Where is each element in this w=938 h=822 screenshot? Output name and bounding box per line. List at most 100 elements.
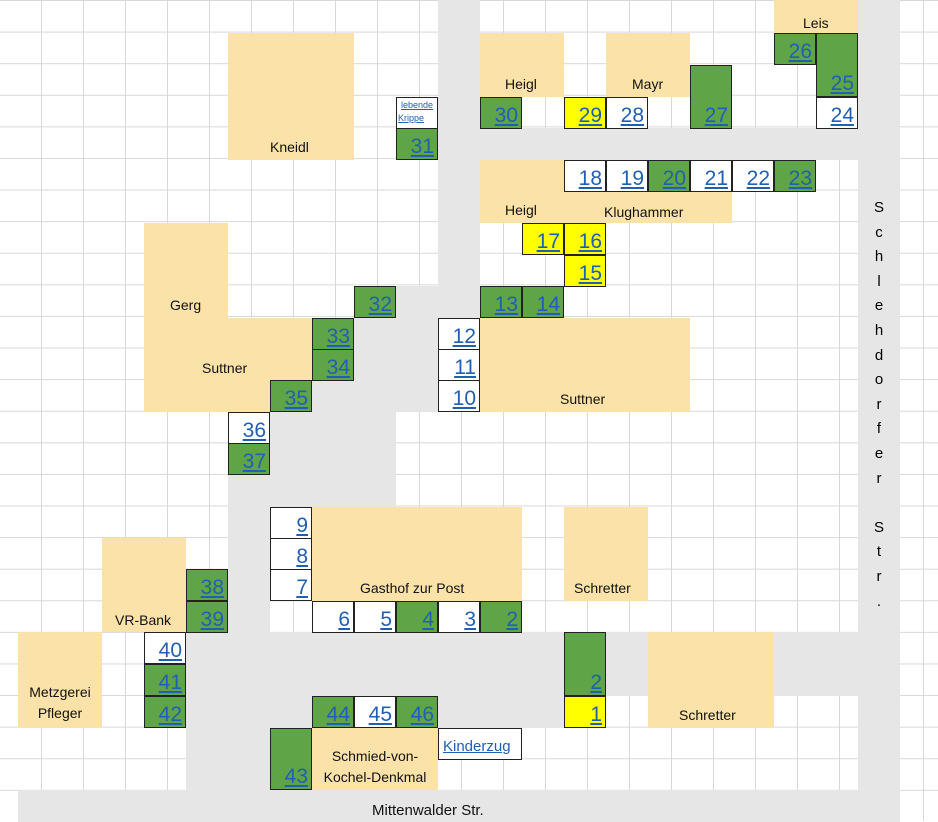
link-krippe-line1[interactable]: lebende [400, 100, 434, 110]
stall-link[interactable]: 7 [296, 576, 308, 599]
stall-link[interactable]: 30 [494, 104, 518, 127]
stall-link[interactable]: 33 [326, 325, 350, 348]
stall-23[interactable]: 23 [774, 160, 816, 192]
stall-19[interactable]: 19 [606, 160, 648, 192]
stall-8[interactable]: 8 [270, 538, 312, 570]
stall-link[interactable]: 9 [296, 514, 308, 537]
stall-11[interactable]: 11 [438, 349, 480, 381]
stall-link[interactable]: 12 [452, 325, 476, 348]
stall-link[interactable]: 35 [284, 387, 308, 410]
stall-5[interactable]: 5 [354, 601, 396, 633]
stall-link[interactable]: 3 [464, 608, 476, 631]
stall-link[interactable]: 32 [368, 293, 392, 316]
stall-1[interactable]: 1 [564, 696, 606, 728]
stall-9[interactable]: 9 [270, 507, 312, 539]
stall-22[interactable]: 22 [732, 160, 774, 192]
stall-38[interactable]: 38 [186, 569, 228, 601]
stall-35[interactable]: 35 [270, 380, 312, 412]
stall-45[interactable]: 45 [354, 696, 396, 728]
stall-link[interactable]: 24 [830, 104, 854, 127]
stall-18[interactable]: 18 [564, 160, 606, 192]
stall-link[interactable]: 43 [284, 765, 308, 788]
stall-28[interactable]: 28 [606, 97, 648, 129]
stall-2-schretter[interactable]: 2 [564, 632, 606, 696]
stall-link[interactable]: 27 [704, 104, 728, 127]
stall-link[interactable]: 2 [590, 671, 602, 694]
stall-link[interactable]: 5 [380, 608, 392, 631]
stall-3[interactable]: 3 [438, 601, 480, 633]
stall-14[interactable]: 14 [522, 286, 564, 318]
stall-10[interactable]: 10 [438, 380, 480, 412]
stall-4[interactable]: 4 [396, 601, 438, 633]
stall-link[interactable]: 20 [662, 167, 686, 190]
stall-2-gasthof[interactable]: 2 [480, 601, 522, 633]
stall-36[interactable]: 36 [228, 412, 270, 444]
stall-link[interactable]: 21 [704, 167, 728, 190]
stall-link[interactable]: 1 [590, 703, 602, 726]
stall-17[interactable]: 17 [522, 223, 564, 255]
stall-42[interactable]: 42 [144, 696, 186, 728]
stall-link[interactable]: 13 [494, 293, 518, 316]
stall-41[interactable]: 41 [144, 664, 186, 696]
stall-link[interactable]: 34 [326, 356, 350, 379]
stall-26[interactable]: 26 [774, 33, 816, 65]
stall-6[interactable]: 6 [312, 601, 354, 633]
stall-link[interactable]: 17 [536, 230, 560, 253]
building-mayr [606, 33, 690, 97]
stall-link[interactable]: 26 [788, 40, 812, 63]
stall-link[interactable]: 10 [452, 387, 476, 410]
stall-link[interactable]: 25 [830, 72, 854, 95]
stall-link[interactable]: 44 [326, 703, 350, 726]
stall-link[interactable]: 14 [536, 293, 560, 316]
stall-link[interactable]: 18 [578, 167, 602, 190]
stall-link[interactable]: 19 [620, 167, 644, 190]
stall-link[interactable]: 23 [788, 167, 812, 190]
stall-link[interactable]: 45 [368, 703, 392, 726]
stall-link[interactable]: 8 [296, 545, 308, 568]
link-kinderzug[interactable]: Kinderzug [443, 738, 511, 755]
stall-link[interactable]: 38 [200, 576, 224, 599]
stall-24[interactable]: 24 [816, 97, 858, 129]
stall-25[interactable]: 25 [816, 33, 858, 97]
stall-40[interactable]: 40 [144, 632, 186, 664]
stall-20[interactable]: 20 [648, 160, 690, 192]
stall-39[interactable]: 39 [186, 601, 228, 633]
stall-16[interactable]: 16 [564, 223, 606, 255]
stall-44[interactable]: 44 [312, 696, 354, 728]
stall-37[interactable]: 37 [228, 443, 270, 475]
stall-link[interactable]: 4 [422, 608, 434, 631]
stall-13[interactable]: 13 [480, 286, 522, 318]
stall-link[interactable]: 41 [158, 671, 182, 694]
stall-link[interactable]: 42 [158, 703, 182, 726]
stall-link[interactable]: 31 [410, 135, 434, 158]
stall-link[interactable]: 36 [242, 419, 266, 442]
stall-29[interactable]: 29 [564, 97, 606, 129]
krippe-cell[interactable] [396, 97, 438, 129]
stall-link[interactable]: 11 [454, 356, 476, 379]
stall-32[interactable]: 32 [354, 286, 396, 318]
stall-link[interactable]: 29 [578, 104, 602, 127]
stall-link[interactable]: 6 [338, 608, 350, 631]
stall-7[interactable]: 7 [270, 569, 312, 601]
stall-31[interactable]: 31 [396, 128, 438, 160]
stall-link[interactable]: 22 [746, 167, 770, 190]
stall-46[interactable]: 46 [396, 696, 438, 728]
stall-link[interactable]: 39 [200, 608, 224, 631]
link-krippe-line2[interactable]: Krippe [397, 113, 424, 123]
stall-43[interactable]: 43 [270, 728, 312, 790]
stall-21[interactable]: 21 [690, 160, 732, 192]
stall-link[interactable]: 2 [506, 608, 518, 631]
stall-34[interactable]: 34 [312, 349, 354, 381]
stall-link[interactable]: 15 [578, 262, 602, 285]
stall-27[interactable]: 27 [690, 65, 732, 129]
stall-link[interactable]: 16 [578, 230, 602, 253]
stall-30[interactable]: 30 [480, 97, 522, 129]
stall-33[interactable]: 33 [312, 318, 354, 350]
stall-link[interactable]: 40 [158, 639, 182, 662]
kinderzug-cell[interactable] [438, 728, 522, 760]
stall-link[interactable]: 28 [620, 104, 644, 127]
stall-link[interactable]: 46 [410, 703, 434, 726]
stall-12[interactable]: 12 [438, 318, 480, 350]
stall-link[interactable]: 37 [242, 450, 266, 473]
stall-15[interactable]: 15 [564, 255, 606, 287]
